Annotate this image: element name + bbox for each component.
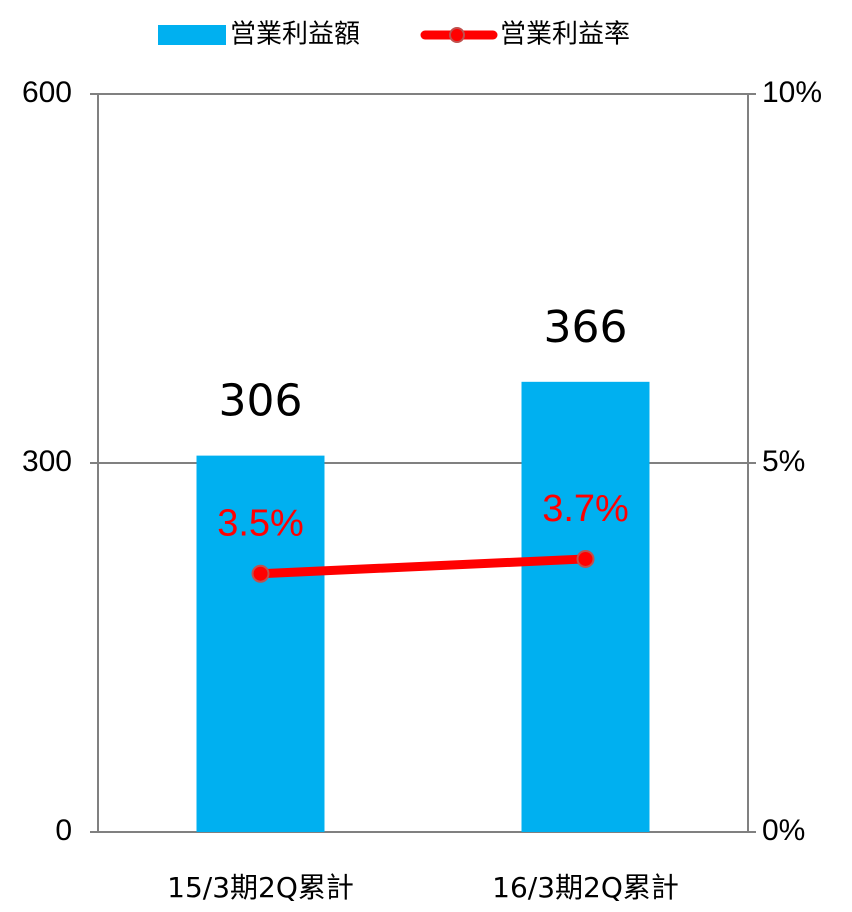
legend: 営業利益額 営業利益率 [158,20,630,50]
gridlines [98,93,748,464]
left-tick-label: 600 [22,76,72,109]
bars [196,381,650,832]
legend-label-line: 営業利益率 [500,20,630,50]
right-tick-label: 5% [762,445,805,478]
bar [521,381,650,832]
legend-swatch-marker [449,27,465,43]
rate-line-path [256,554,590,579]
rate-value-label: 3.7% [542,488,629,530]
category-label: 15/3期2Q累計 [167,871,354,904]
legend-label-bar: 営業利益額 [230,20,360,50]
bar [196,455,325,832]
left-tick-label: 300 [22,445,72,478]
rate-value-label: 3.5% [217,503,304,545]
right-tick-label: 0% [762,814,805,847]
right-tick-label: 10% [762,76,822,109]
data-labels: 306 366 3.5% 3.7% [217,302,629,545]
rate-point [576,549,595,568]
bar-value-label: 306 [219,376,303,427]
category-label: 16/3期2Q累計 [492,871,679,904]
bar-value-label: 366 [544,302,628,353]
rate-line [251,549,595,583]
legend-swatch-bar [158,25,226,45]
rate-point [251,564,270,583]
left-tick-label: 0 [55,814,72,847]
tick-labels: 0 300 600 0% 5% 10% 15/3期2Q累計 16/3期2Q累計 [22,76,822,904]
